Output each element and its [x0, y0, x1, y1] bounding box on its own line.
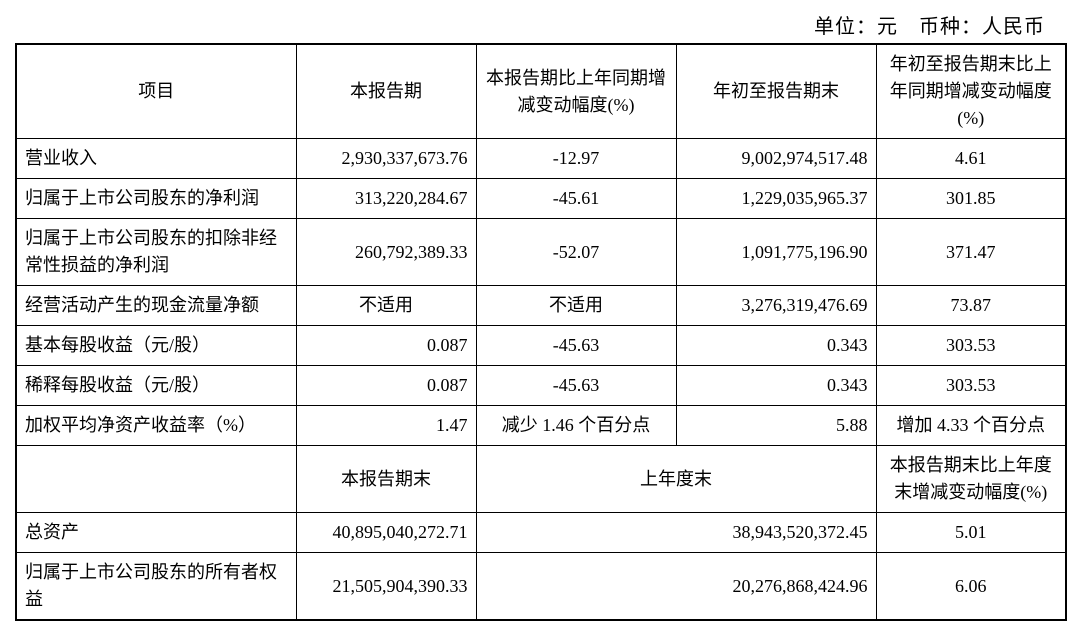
- row-label: 归属于上市公司股东的扣除非经常性损益的净利润: [16, 219, 296, 286]
- table-subheader-row: 本报告期末上年度末本报告期末比上年度末增减变动幅度(%): [16, 446, 1066, 513]
- cell-ytd: 5.88: [676, 406, 876, 446]
- cell-current: 313,220,284.67: [296, 179, 476, 219]
- col-yoy: 本报告期比上年同期增减变动幅度(%): [476, 44, 676, 139]
- cell-ytd-yoy: 371.47: [876, 219, 1066, 286]
- cell-change: 5.01: [876, 513, 1066, 553]
- row-label: 归属于上市公司股东的净利润: [16, 179, 296, 219]
- cell-current: 0.087: [296, 366, 476, 406]
- col-current-end: 本报告期末: [296, 446, 476, 513]
- cell-ytd: 0.343: [676, 326, 876, 366]
- table-row: 经营活动产生的现金流量净额不适用不适用3,276,319,476.6973.87: [16, 286, 1066, 326]
- table-header-row: 项目 本报告期 本报告期比上年同期增减变动幅度(%) 年初至报告期末 年初至报告…: [16, 44, 1066, 139]
- row-label: 稀释每股收益（元/股）: [16, 366, 296, 406]
- cell-ytd: 3,276,319,476.69: [676, 286, 876, 326]
- cell-current-end: 40,895,040,272.71: [296, 513, 476, 553]
- cell-ytd: 1,229,035,965.37: [676, 179, 876, 219]
- cell-yoy: 减少 1.46 个百分点: [476, 406, 676, 446]
- table-row: 加权平均净资产收益率（%）1.47减少 1.46 个百分点5.88增加 4.33…: [16, 406, 1066, 446]
- cell-current: 1.47: [296, 406, 476, 446]
- financial-table: 项目 本报告期 本报告期比上年同期增减变动幅度(%) 年初至报告期末 年初至报告…: [15, 43, 1067, 621]
- cell-yoy: -12.97: [476, 139, 676, 179]
- cell-ytd: 9,002,974,517.48: [676, 139, 876, 179]
- cell-ytd-yoy: 73.87: [876, 286, 1066, 326]
- cell-yoy: -45.63: [476, 366, 676, 406]
- table-row: 归属于上市公司股东的所有者权益21,505,904,390.3320,276,8…: [16, 553, 1066, 621]
- cell-yoy: -52.07: [476, 219, 676, 286]
- table-row: 稀释每股收益（元/股）0.087-45.630.343303.53: [16, 366, 1066, 406]
- table-row: 归属于上市公司股东的扣除非经常性损益的净利润260,792,389.33-52.…: [16, 219, 1066, 286]
- row-label: 营业收入: [16, 139, 296, 179]
- cell-current-end: 21,505,904,390.33: [296, 553, 476, 621]
- row-label: 加权平均净资产收益率（%）: [16, 406, 296, 446]
- cell-ytd-yoy: 增加 4.33 个百分点: [876, 406, 1066, 446]
- table-row: 营业收入2,930,337,673.76-12.979,002,974,517.…: [16, 139, 1066, 179]
- row-label: 经营活动产生的现金流量净额: [16, 286, 296, 326]
- cell-ytd-yoy: 301.85: [876, 179, 1066, 219]
- table-row: 总资产40,895,040,272.7138,943,520,372.455.0…: [16, 513, 1066, 553]
- cell-current: 0.087: [296, 326, 476, 366]
- row-label: 总资产: [16, 513, 296, 553]
- col-prev-end: 上年度末: [476, 446, 876, 513]
- empty-cell: [16, 446, 296, 513]
- cell-yoy: 不适用: [476, 286, 676, 326]
- row-label: 基本每股收益（元/股）: [16, 326, 296, 366]
- unit-currency-line: 单位：元 币种：人民币: [15, 10, 1065, 39]
- col-ytd-yoy: 年初至报告期末比上年同期增减变动幅度(%): [876, 44, 1066, 139]
- cell-current: 不适用: [296, 286, 476, 326]
- cell-yoy: -45.63: [476, 326, 676, 366]
- cell-current: 2,930,337,673.76: [296, 139, 476, 179]
- cell-ytd: 0.343: [676, 366, 876, 406]
- cell-ytd: 1,091,775,196.90: [676, 219, 876, 286]
- col-current: 本报告期: [296, 44, 476, 139]
- col-change: 本报告期末比上年度末增减变动幅度(%): [876, 446, 1066, 513]
- cell-current: 260,792,389.33: [296, 219, 476, 286]
- cell-yoy: -45.61: [476, 179, 676, 219]
- col-item: 项目: [16, 44, 296, 139]
- cell-prev-end: 38,943,520,372.45: [476, 513, 876, 553]
- cell-ytd-yoy: 303.53: [876, 326, 1066, 366]
- row-label: 归属于上市公司股东的所有者权益: [16, 553, 296, 621]
- table-row: 基本每股收益（元/股）0.087-45.630.343303.53: [16, 326, 1066, 366]
- table-row: 归属于上市公司股东的净利润313,220,284.67-45.611,229,0…: [16, 179, 1066, 219]
- cell-change: 6.06: [876, 553, 1066, 621]
- cell-ytd-yoy: 4.61: [876, 139, 1066, 179]
- cell-ytd-yoy: 303.53: [876, 366, 1066, 406]
- col-ytd: 年初至报告期末: [676, 44, 876, 139]
- cell-prev-end: 20,276,868,424.96: [476, 553, 876, 621]
